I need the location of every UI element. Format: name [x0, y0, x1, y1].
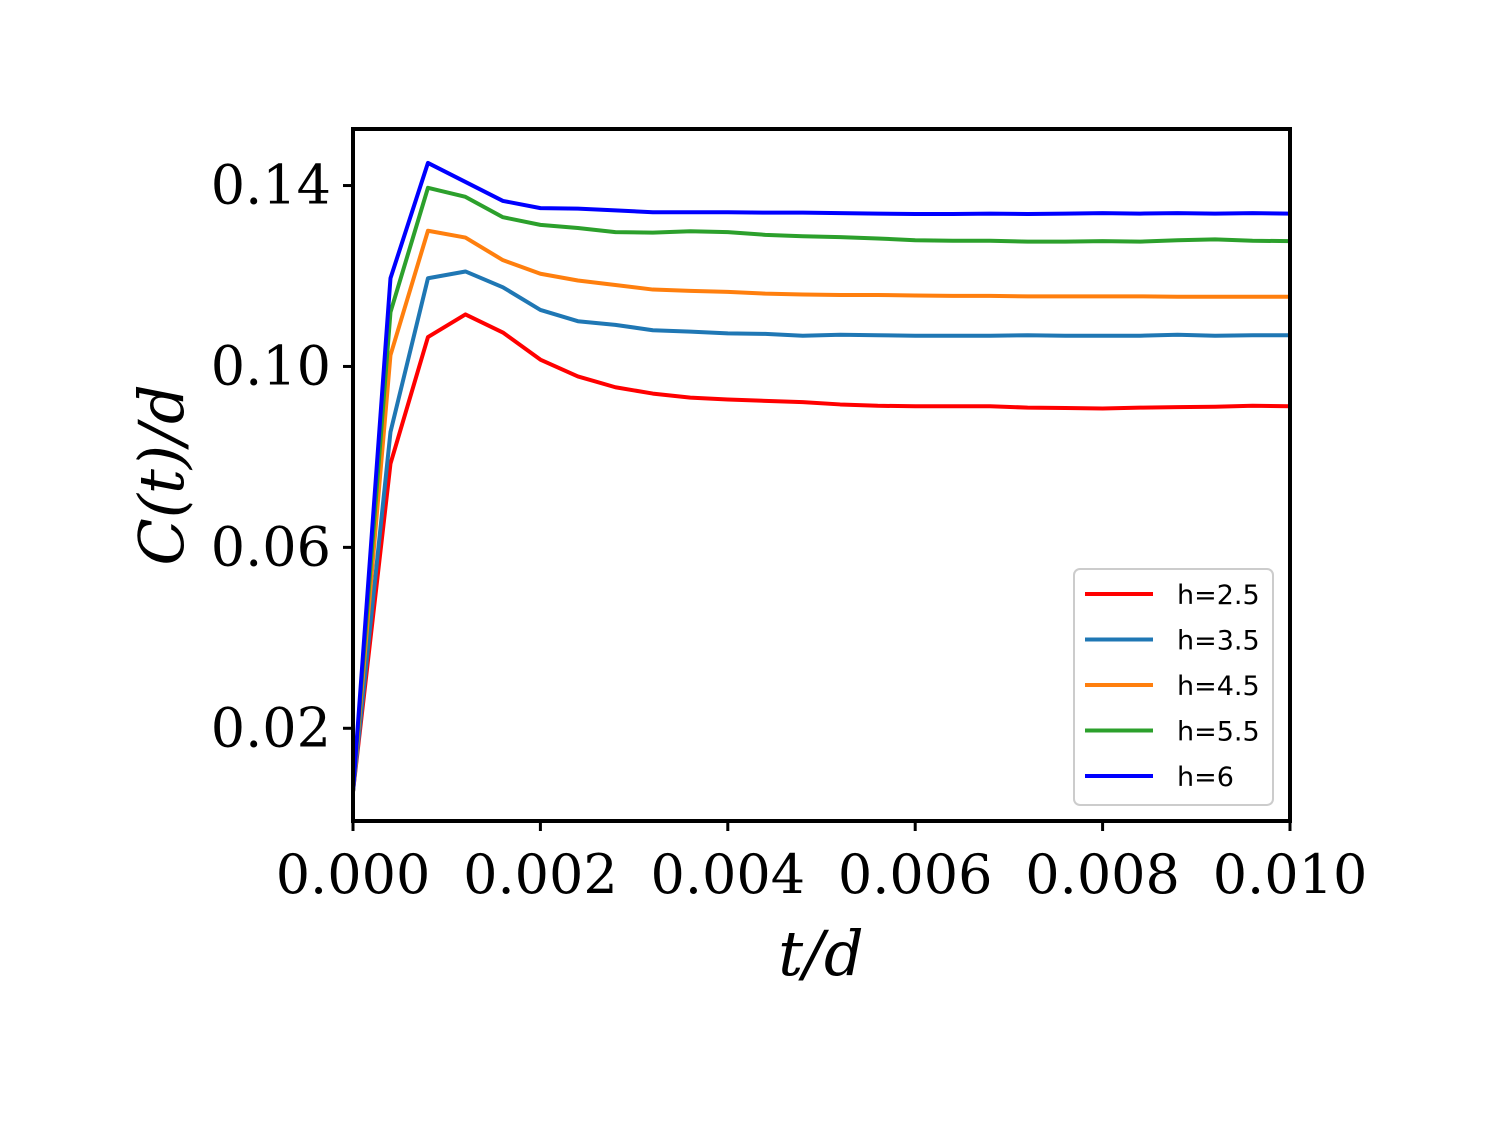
legend-label: h=2.5 [1177, 580, 1260, 611]
y-tick-label: 0.02 [211, 696, 331, 759]
x-tick-label: 0.004 [651, 843, 806, 906]
x-tick-label: 0.006 [838, 843, 993, 906]
series-line-h=6 [351, 160, 1291, 792]
series-line-h=5.5 [351, 185, 1291, 792]
legend-box [1073, 568, 1274, 806]
plot-frame [351, 127, 1292, 823]
y-tick-label: 0.06 [211, 515, 331, 578]
y-axis-label: C(t)/d [125, 384, 198, 565]
legend-label: h=4.5 [1177, 671, 1260, 702]
x-tick-label: 0.002 [463, 843, 618, 906]
x-tick-label: 0.008 [1025, 843, 1180, 906]
x-tick-label: 0.000 [276, 843, 431, 906]
y-tick-label: 0.14 [211, 154, 331, 217]
series-line-h=4.5 [351, 228, 1290, 792]
series-layer [351, 160, 1291, 792]
y-tick-label: 0.10 [211, 334, 331, 397]
x-tick-label: 0.010 [1213, 843, 1368, 906]
legend-label: h=6 [1177, 762, 1234, 793]
legend-label: h=5.5 [1177, 717, 1260, 748]
series-line-h=3.5 [351, 269, 1290, 792]
y-axis: 0.02 0.06 0.10 0.14 [211, 154, 353, 759]
series-line-h=2.5 [351, 312, 1291, 792]
x-axis: 0.000 0.002 0.004 0.006 0.008 0.010 [276, 821, 1368, 906]
legend: h=2.5 h=3.5 h=4.5 h=5.5 h=6 [1073, 568, 1274, 806]
legend-label: h=3.5 [1177, 626, 1260, 657]
x-axis-label: t/d [778, 917, 864, 990]
